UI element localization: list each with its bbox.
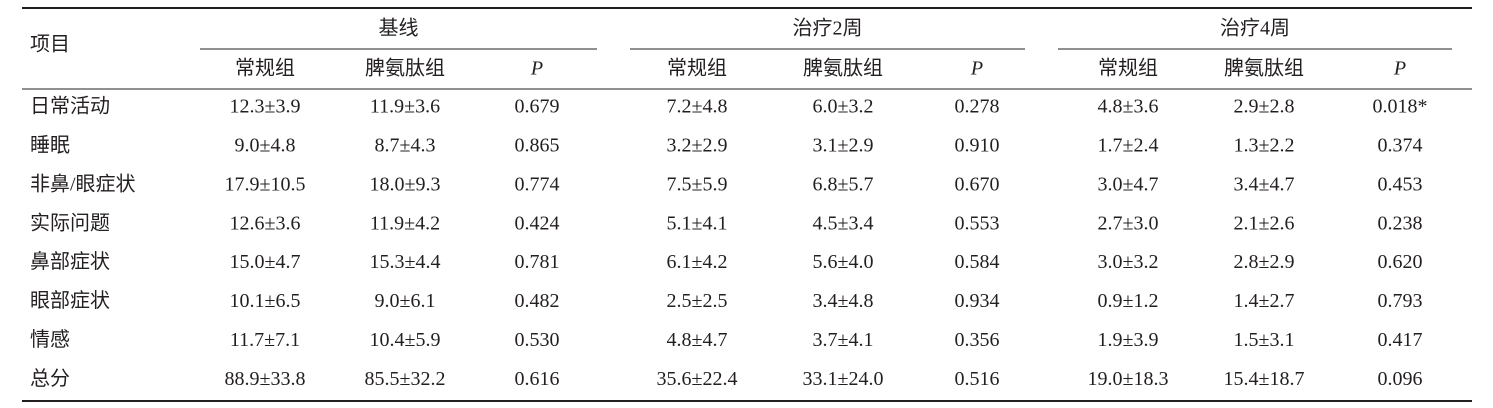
row-label: 鼻部症状	[30, 250, 110, 273]
cell: 3.1±2.9	[813, 134, 874, 156]
cell: 0.793	[1378, 290, 1423, 312]
cell: 2.5±2.5	[667, 290, 728, 312]
cell: 4.5±3.4	[813, 212, 874, 234]
cell: 2.9±2.8	[1234, 96, 1295, 118]
cell: 6.1±4.2	[667, 251, 728, 273]
cell: 5.6±4.0	[813, 251, 874, 273]
cell: 0.584	[955, 251, 1000, 273]
group-header: 治疗2周	[793, 17, 863, 40]
cell: 0.781	[515, 251, 560, 273]
cell: 0.865	[515, 134, 560, 156]
cell: 0.616	[515, 368, 560, 390]
column-header: 常规组	[235, 57, 295, 80]
cell: 7.5±5.9	[667, 173, 728, 195]
cell: 4.8±3.6	[1098, 96, 1159, 118]
cell: 1.3±2.2	[1234, 134, 1295, 156]
group-header: 基线	[379, 17, 419, 40]
cell: 0.9±1.2	[1098, 290, 1159, 312]
cell: 11.9±4.2	[370, 212, 440, 234]
cell: 1.7±2.4	[1098, 134, 1159, 156]
cell: 0.417	[1378, 329, 1423, 351]
column-header: P	[970, 58, 983, 80]
cell: 0.910	[955, 134, 1000, 156]
cell: 6.0±3.2	[813, 96, 874, 118]
cell: 3.7±4.1	[813, 329, 874, 351]
column-header: P	[1393, 58, 1406, 80]
cell: 0.278	[955, 96, 1000, 118]
column-header: 脾氨肽组	[1224, 57, 1304, 80]
column-header: P	[530, 58, 543, 80]
cell: 15.3±4.4	[370, 251, 441, 273]
cell: 0.620	[1378, 251, 1423, 273]
row-label: 睡眠	[30, 133, 70, 156]
cell: 3.2±2.9	[667, 134, 728, 156]
row-label: 实际问题	[30, 211, 110, 234]
cell: 0.553	[955, 212, 1000, 234]
cell: 0.374	[1378, 134, 1423, 156]
cell: 11.7±7.1	[230, 329, 300, 351]
column-header: 脾氨肽组	[803, 57, 883, 80]
row-label: 眼部症状	[30, 289, 110, 312]
row-label: 非鼻/眼症状	[30, 172, 136, 195]
cell: 35.6±22.4	[657, 368, 738, 390]
cell: 85.5±32.2	[365, 368, 446, 390]
cell: 7.2±4.8	[667, 96, 728, 118]
cell: 3.4±4.7	[1234, 173, 1295, 195]
cell: 0.670	[955, 173, 1000, 195]
cell: 2.1±2.6	[1234, 212, 1295, 234]
cell: 19.0±18.3	[1088, 368, 1169, 390]
cell: 0.096	[1378, 368, 1423, 390]
cell: 1.4±2.7	[1234, 290, 1295, 312]
cell: 3.0±3.2	[1098, 251, 1159, 273]
corner-header: 项目	[30, 34, 70, 56]
cell: 88.9±33.8	[225, 368, 306, 390]
row-label: 日常活动	[30, 95, 110, 118]
column-header: 脾氨肽组	[365, 57, 445, 80]
group-header: 治疗4周	[1220, 17, 1290, 40]
cell: 0.424	[515, 212, 560, 234]
cell: 5.1±4.1	[667, 212, 728, 234]
cell: 15.0±4.7	[230, 251, 301, 273]
cell: 9.0±6.1	[375, 290, 436, 312]
cell: 0.453	[1378, 173, 1423, 195]
cell: 2.8±2.9	[1234, 251, 1295, 273]
cell: 1.5±3.1	[1234, 329, 1295, 351]
cell: 6.8±5.7	[813, 173, 874, 195]
cell: 0.530	[515, 329, 560, 351]
cell: 0.679	[515, 96, 560, 118]
cell: 3.4±4.8	[813, 290, 874, 312]
cell: 0.018*	[1373, 96, 1428, 118]
column-header: 常规组	[667, 57, 727, 80]
cell: 0.516	[955, 368, 1000, 390]
column-header: 常规组	[1098, 57, 1158, 80]
cell: 0.934	[955, 290, 1000, 312]
cell: 33.1±24.0	[803, 368, 884, 390]
cell: 18.0±9.3	[370, 173, 441, 195]
cell: 11.9±3.6	[370, 96, 440, 118]
cell: 12.3±3.9	[230, 96, 301, 118]
row-label: 总分	[30, 367, 70, 390]
cell: 17.9±10.5	[225, 173, 306, 195]
cell: 2.7±3.0	[1098, 212, 1159, 234]
cell: 10.4±5.9	[370, 329, 441, 351]
cell: 1.9±3.9	[1098, 329, 1159, 351]
cell: 12.6±3.6	[230, 212, 301, 234]
cell: 15.4±18.7	[1224, 368, 1305, 390]
cell: 10.1±6.5	[230, 290, 301, 312]
cell: 0.482	[515, 290, 560, 312]
cell: 0.238	[1378, 212, 1423, 234]
cell: 3.0±4.7	[1098, 173, 1159, 195]
cell: 4.8±4.7	[667, 329, 728, 351]
cell: 0.356	[955, 329, 1000, 351]
row-label: 情感	[30, 328, 70, 351]
cell: 9.0±4.8	[235, 134, 296, 156]
cell: 0.774	[515, 173, 560, 195]
cell: 8.7±4.3	[375, 134, 436, 156]
